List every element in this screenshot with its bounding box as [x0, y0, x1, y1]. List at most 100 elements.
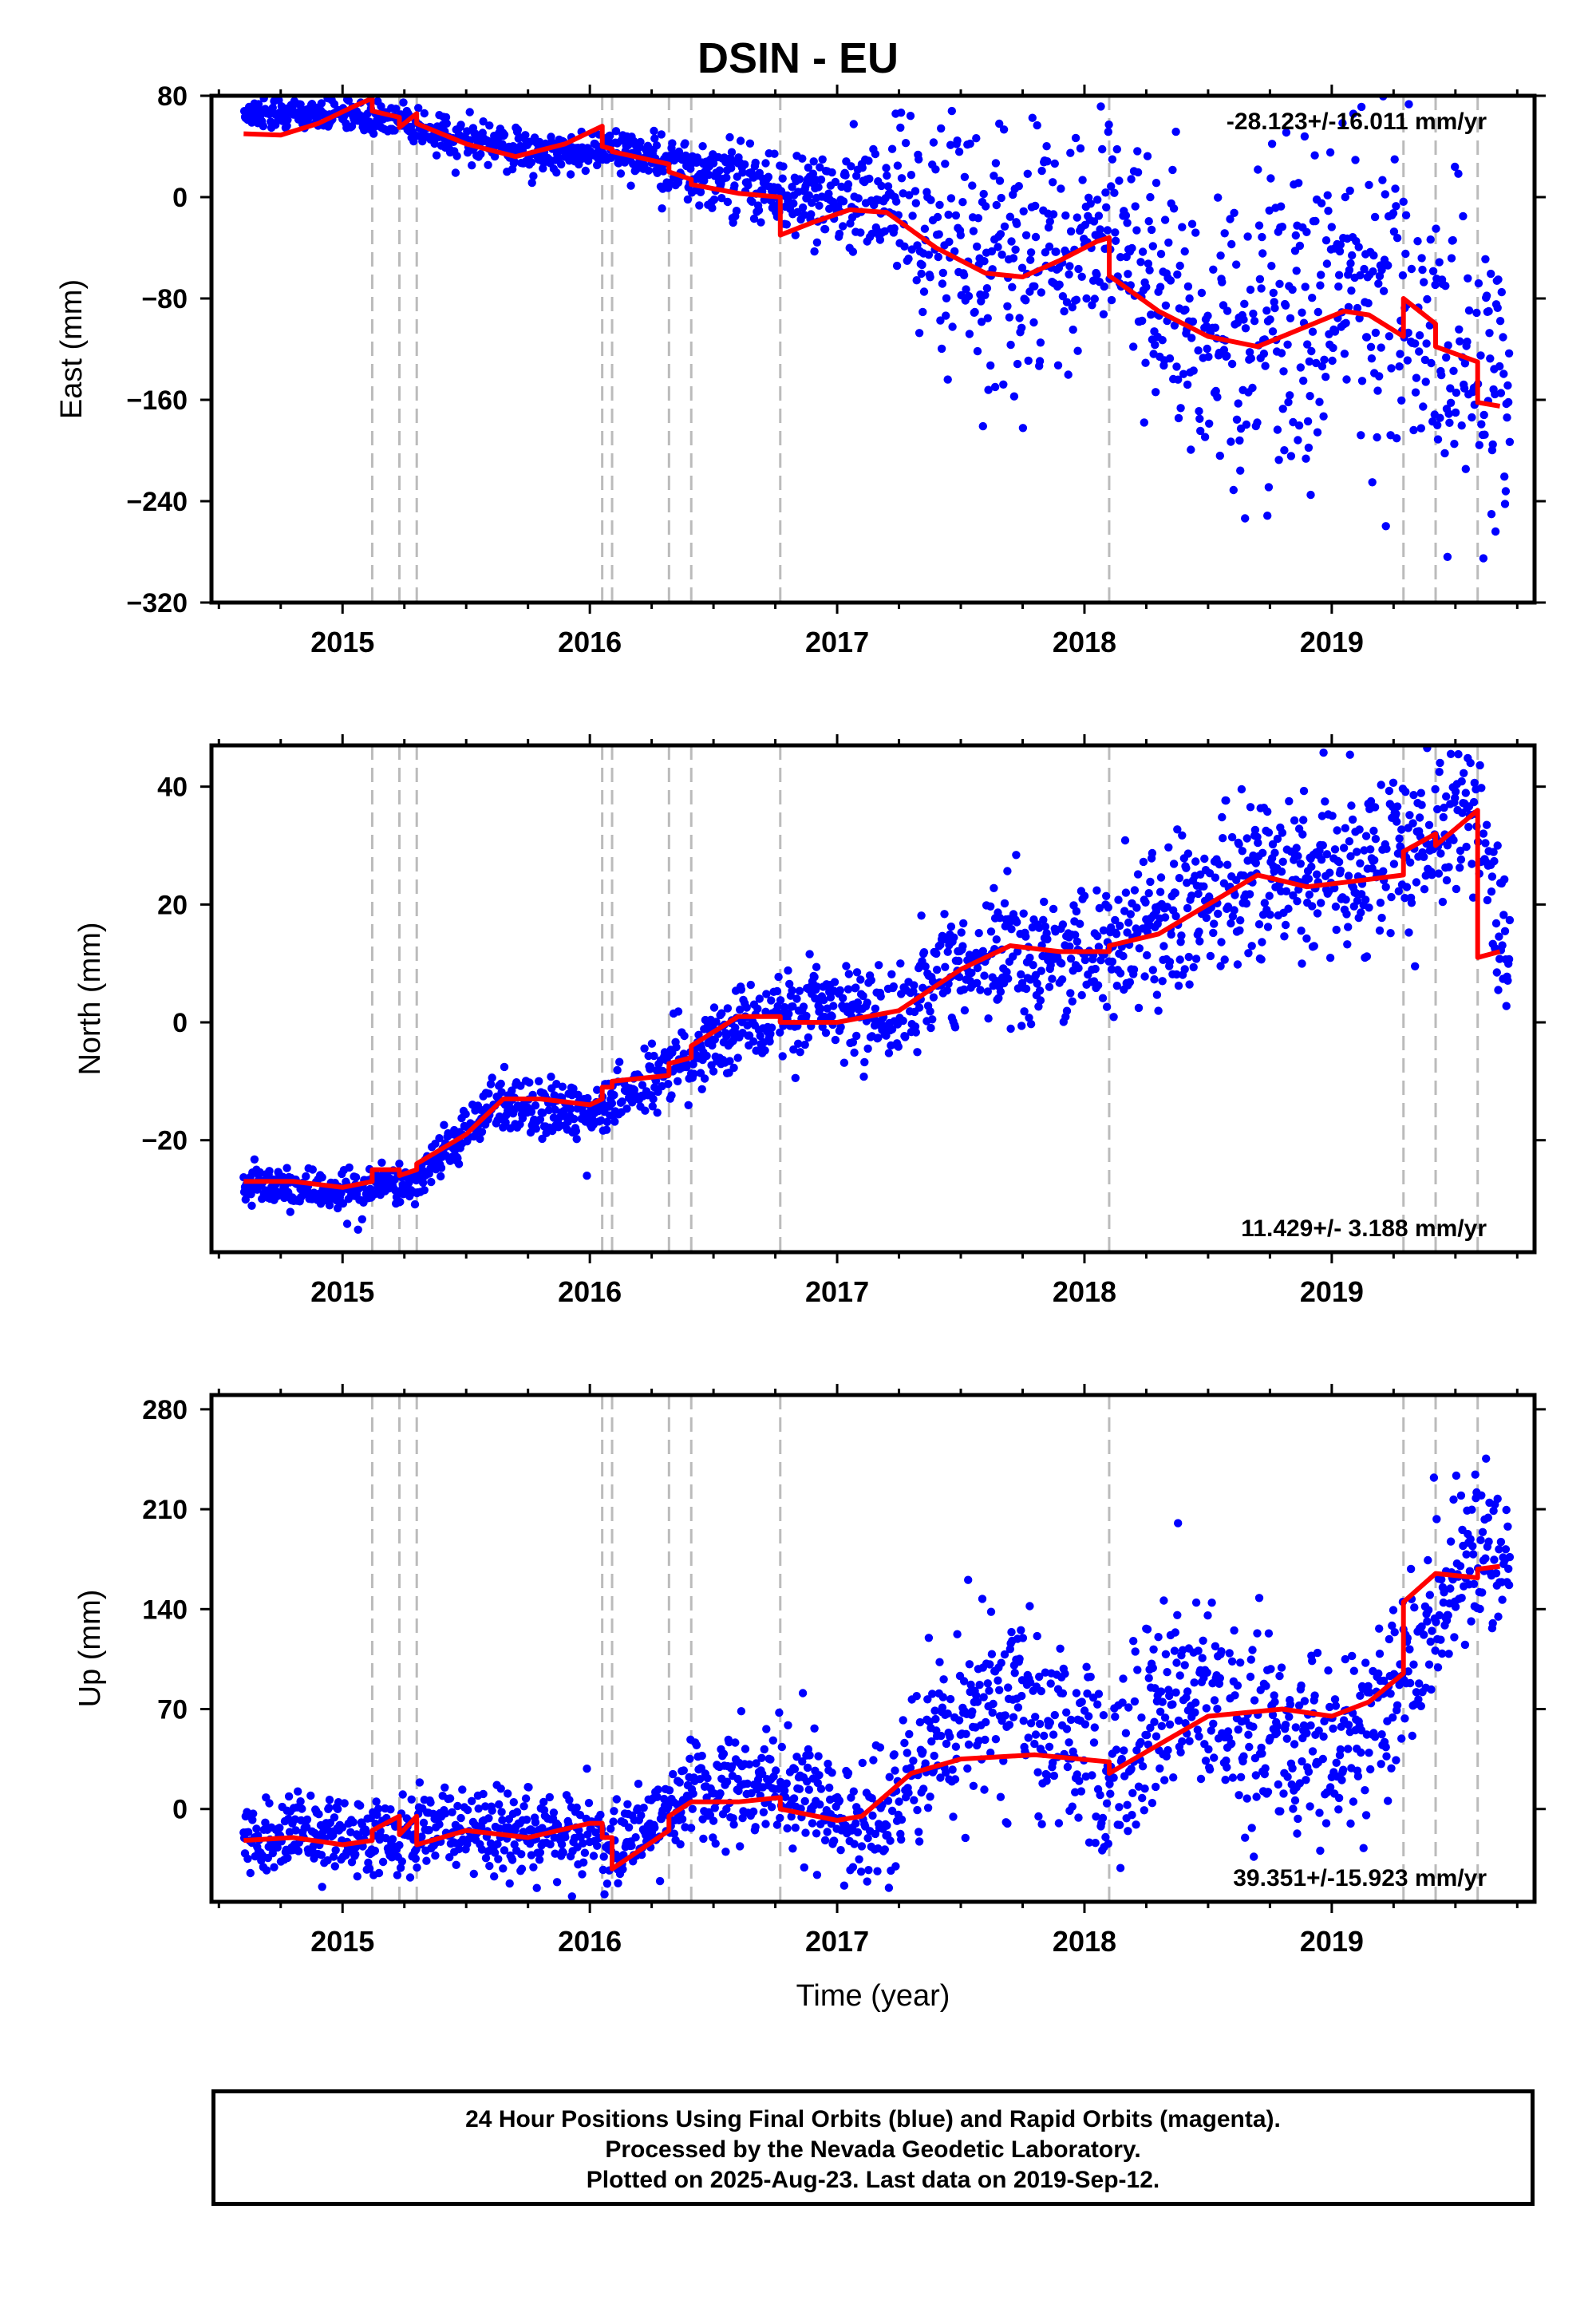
east-point: [1494, 275, 1503, 284]
east-point: [1278, 405, 1287, 413]
up-point: [1007, 1627, 1016, 1637]
up-point: [1157, 1721, 1167, 1730]
north-point: [1191, 954, 1201, 963]
up-point: [552, 1878, 562, 1887]
up-point: [1037, 1686, 1046, 1696]
east-point: [732, 207, 741, 215]
up-point: [969, 1781, 978, 1790]
up-point: [775, 1708, 784, 1717]
east-point: [1024, 356, 1033, 366]
north-point: [1216, 962, 1225, 970]
north-point: [1281, 920, 1290, 930]
up-point: [961, 1833, 970, 1843]
east-point: [1280, 446, 1289, 455]
up-point: [262, 1866, 271, 1875]
up-point: [1344, 1745, 1353, 1753]
north-point: [247, 1201, 256, 1211]
east-point: [934, 230, 943, 239]
up-point: [1227, 1739, 1236, 1748]
east-point: [809, 157, 818, 166]
up-point: [1160, 1713, 1170, 1722]
north-point: [1124, 918, 1133, 927]
east-point: [1324, 207, 1333, 215]
north-point: [1172, 970, 1181, 979]
north-point: [1420, 885, 1429, 894]
up-point: [1254, 1594, 1264, 1603]
up-point: [1246, 1672, 1255, 1682]
north-point: [501, 1118, 510, 1127]
east-point: [979, 189, 988, 199]
up-point: [1236, 1773, 1246, 1781]
up-point: [863, 1834, 872, 1843]
east-point: [1187, 334, 1196, 342]
up-point: [1204, 1745, 1213, 1754]
east-point: [698, 142, 707, 151]
up-point: [653, 1792, 662, 1801]
up-point: [1357, 1748, 1365, 1757]
up-point: [1390, 1628, 1399, 1637]
north-point: [950, 933, 958, 942]
east-point: [1065, 270, 1073, 279]
up-point: [1250, 1696, 1259, 1705]
north-point: [1298, 830, 1307, 839]
east-point: [791, 231, 800, 239]
north-point: [1049, 904, 1058, 914]
north-point: [941, 962, 950, 971]
up-point: [1349, 1797, 1358, 1806]
east-point: [1463, 338, 1472, 346]
north-point: [917, 911, 926, 920]
east-point: [566, 170, 575, 179]
east-point: [986, 361, 995, 370]
east-point: [1052, 247, 1061, 256]
east-point: [727, 164, 736, 172]
up-point: [1151, 1684, 1159, 1693]
north-point: [1307, 862, 1316, 871]
up-point: [405, 1873, 415, 1882]
north-point: [1381, 883, 1390, 891]
east-point: [977, 297, 986, 306]
east-point: [1436, 413, 1444, 422]
up-point: [1093, 1700, 1102, 1709]
east-point: [1277, 202, 1286, 211]
north-point: [1123, 928, 1132, 937]
up-point: [498, 1816, 507, 1824]
north-point: [1036, 996, 1045, 1005]
up-point: [557, 1840, 567, 1849]
north-point: [1353, 848, 1361, 856]
up-point: [440, 1809, 450, 1818]
north-point: [1073, 937, 1082, 947]
east-point: [920, 224, 930, 233]
east-point: [1427, 358, 1436, 368]
up-point: [1026, 1678, 1035, 1687]
up-point: [1404, 1667, 1412, 1676]
up-point: [810, 1724, 819, 1733]
east-ytick-label-5: −320: [126, 588, 188, 619]
east-point: [1401, 211, 1411, 219]
east-point: [1330, 327, 1340, 336]
up-point: [1128, 1811, 1136, 1820]
north-point: [1268, 840, 1278, 849]
up-point: [1088, 1771, 1096, 1780]
up-point: [1215, 1674, 1225, 1682]
north-point: [1080, 955, 1090, 965]
east-point: [1401, 249, 1410, 259]
east-point: [1403, 356, 1412, 365]
north-point: [1442, 792, 1451, 801]
north-point: [1183, 903, 1192, 913]
north-point: [1002, 967, 1011, 977]
north-point: [860, 1057, 869, 1067]
north-point: [250, 1155, 259, 1164]
east-point: [681, 139, 689, 148]
east-point: [490, 152, 500, 161]
east-point: [1092, 270, 1101, 279]
up-point: [252, 1824, 261, 1833]
east-point: [683, 195, 693, 204]
north-point: [674, 1077, 682, 1086]
up-point: [986, 1607, 996, 1616]
up-point: [631, 1833, 640, 1842]
north-point: [1004, 974, 1013, 983]
east-point: [317, 99, 326, 108]
north-point: [1245, 890, 1254, 899]
east-point: [807, 210, 816, 219]
north-point: [850, 1048, 859, 1057]
